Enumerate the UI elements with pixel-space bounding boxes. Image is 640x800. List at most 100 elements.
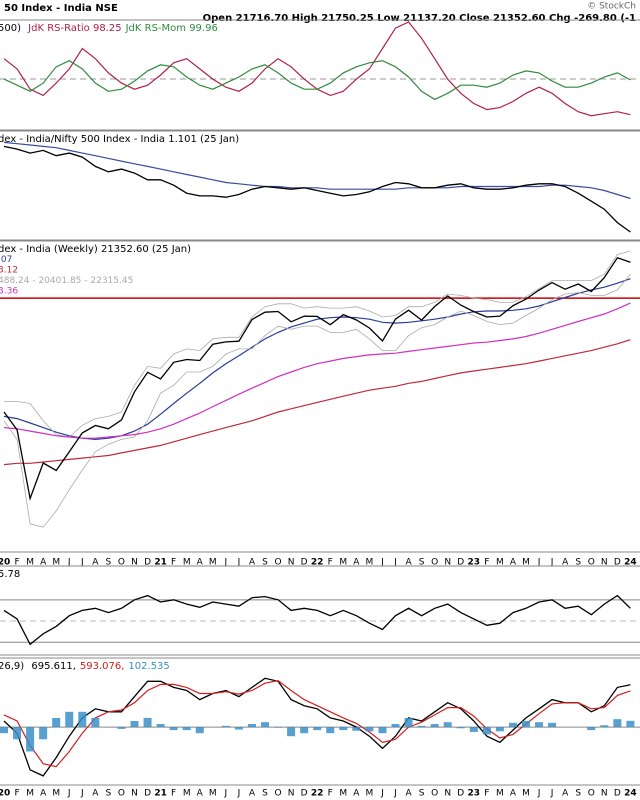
header-title: 50 Index - India NSE xyxy=(4,3,118,14)
panel-title: dex - India (Weekly) 21352.60 (25 Jan) xyxy=(0,244,191,255)
x-tick-label: F xyxy=(484,789,489,799)
x-tick-label: J xyxy=(237,558,241,568)
histogram-bar xyxy=(365,727,374,732)
x-tick-label: A xyxy=(249,789,256,799)
x-tick-label: M xyxy=(209,789,217,799)
histogram-bar xyxy=(430,724,439,728)
legend-entry: 593.076, xyxy=(80,661,125,672)
x-tick-label: O xyxy=(118,789,125,799)
x-tick-label: D xyxy=(144,789,151,799)
histogram-bar xyxy=(300,727,309,734)
legend-entry: 3.36 xyxy=(0,287,18,297)
x-tick-label: D xyxy=(301,558,308,568)
legend-entry: 488.24 - 20401.85 - 22315.45 xyxy=(0,276,133,286)
panel-title-text: dex - India/Nifty 500 Index - India 1.10… xyxy=(0,134,239,145)
series-line xyxy=(3,257,631,501)
x-tick-label: 21 xyxy=(154,558,167,568)
x-tick-label: M xyxy=(52,558,60,568)
histogram-bar xyxy=(274,727,283,728)
x-tick-label: J xyxy=(224,558,228,568)
x-tick-label: O xyxy=(431,558,438,568)
x-tick-label: 24 xyxy=(624,558,637,568)
x-tick-label: O xyxy=(588,558,595,568)
series-line xyxy=(3,145,631,233)
histogram-bar xyxy=(587,727,596,731)
histogram-bar xyxy=(39,727,48,740)
x-tick-label: J xyxy=(550,789,554,799)
x-tick-label: J xyxy=(537,789,541,799)
x-tick-label: J xyxy=(80,789,84,799)
credit: © StockCh xyxy=(587,2,636,12)
x-tick-label: F xyxy=(328,558,333,568)
histogram-bar xyxy=(221,725,230,728)
x-tick-label: S xyxy=(262,558,268,568)
x-tick-label: S xyxy=(106,558,112,568)
histogram-bar xyxy=(469,727,478,732)
panel-title-text: 26,9) xyxy=(0,661,27,672)
histogram-bar xyxy=(52,717,61,728)
x-tick-label: J xyxy=(237,789,241,799)
x-tick-label: M xyxy=(366,558,374,568)
x-tick-label: F xyxy=(14,789,19,799)
x-tick-label: 23 xyxy=(468,789,481,799)
x-tick-label: A xyxy=(92,558,99,568)
x-tick-label: N xyxy=(444,558,451,568)
header-ohlc: Open 21716.70 High 21750.25 Low 21137.20… xyxy=(203,13,636,24)
x-tick-label: F xyxy=(14,558,19,568)
x-tick-label: M xyxy=(339,558,347,568)
histogram-bar xyxy=(143,717,152,728)
x-tick-label: D xyxy=(614,789,621,799)
x-tick-label: D xyxy=(457,558,464,568)
x-tick-label: M xyxy=(522,789,530,799)
x-tick-label: N xyxy=(131,558,138,568)
x-tick-label: F xyxy=(484,558,489,568)
x-tick-label: J xyxy=(80,558,84,568)
histogram-bar xyxy=(378,727,387,734)
x-tick-label: F xyxy=(328,789,333,799)
histogram-bar xyxy=(535,722,544,728)
histogram-bar xyxy=(65,711,74,728)
legend-entry: 695.611, xyxy=(31,661,76,672)
series-line xyxy=(3,302,631,439)
x-tick-label: A xyxy=(197,789,204,799)
x-tick-label: M xyxy=(209,558,217,568)
x-tick-label: N xyxy=(131,789,138,799)
x-tick-label: N xyxy=(288,789,295,799)
histogram-bar xyxy=(508,722,517,728)
x-tick-label: A xyxy=(40,558,47,568)
histogram-bar xyxy=(495,727,504,732)
x-tick-label: A xyxy=(92,789,99,799)
histogram-bar xyxy=(247,724,256,728)
histogram-bar xyxy=(261,722,269,728)
series-line xyxy=(3,141,631,200)
x-tick-label: M xyxy=(366,789,374,799)
x-tick-label: A xyxy=(197,558,204,568)
x-tick-label: J xyxy=(393,558,397,568)
x-tick-label: F xyxy=(171,558,176,568)
histogram-bar xyxy=(0,727,8,734)
series-line xyxy=(3,594,631,646)
x-tick-label: S xyxy=(575,789,581,799)
histogram-bar xyxy=(404,717,413,728)
histogram-bar xyxy=(456,727,465,729)
x-tick-label: N xyxy=(601,558,608,568)
legend-entry: JdK RS-Mom 99.96 xyxy=(125,23,218,34)
x-tick-label: A xyxy=(353,558,360,568)
series-line xyxy=(3,273,631,528)
series-line xyxy=(3,339,631,466)
histogram-bar xyxy=(182,727,191,731)
legend-entry: 102.535 xyxy=(128,661,169,672)
histogram-bar xyxy=(26,727,35,752)
histogram-bar xyxy=(287,727,296,737)
x-tick-label: 20 xyxy=(0,789,10,799)
x-tick-label: M xyxy=(522,558,530,568)
x-tick-label: 24 xyxy=(624,789,637,799)
x-tick-label: S xyxy=(262,789,268,799)
x-tick-label: 22 xyxy=(311,558,324,568)
histogram-bar xyxy=(548,722,557,728)
histogram-bar xyxy=(522,720,530,728)
x-tick-label: A xyxy=(353,789,360,799)
x-tick-label: S xyxy=(575,558,581,568)
x-tick-label: M xyxy=(183,789,191,799)
